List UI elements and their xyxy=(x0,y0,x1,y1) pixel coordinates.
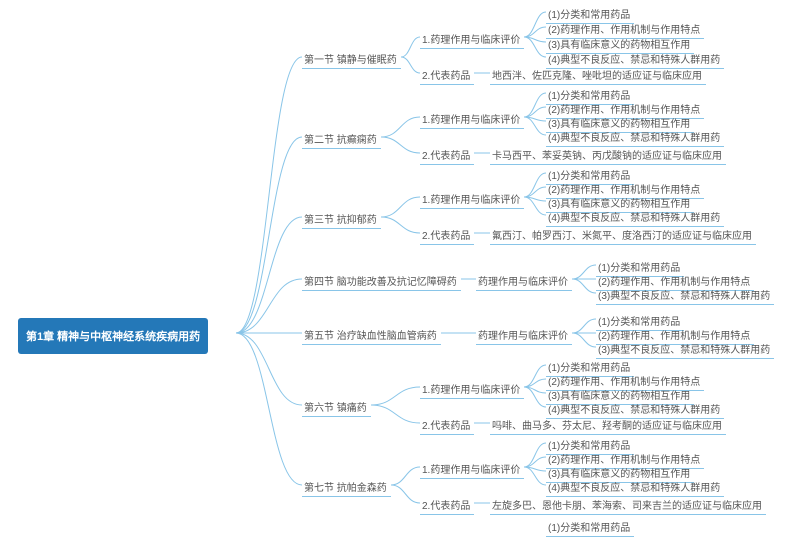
leaf-node[interactable]: (4)典型不良反应、禁忌和特殊人群用药 xyxy=(546,208,724,227)
leaf-node[interactable]: (3)典型不良反应、禁忌和特殊人群用药 xyxy=(596,286,774,305)
section-node[interactable]: 第四节 脑功能改善及抗记忆障碍药 xyxy=(302,272,461,291)
leaf-node[interactable]: (3)典型不良反应、禁忌和特殊人群用药 xyxy=(596,340,774,359)
section-node[interactable]: 第一节 镇静与催眠药 xyxy=(302,50,401,69)
section-node[interactable]: 第二节 抗癫痫药 xyxy=(302,130,381,149)
section-node[interactable]: 第七节 抗帕金森药 xyxy=(302,478,391,497)
leaf-node[interactable]: 卡马西平、苯妥英钠、丙戊酸钠的适应证与临床应用 xyxy=(490,146,726,165)
section-node[interactable]: 第五节 治疗缺血性脑血管病药 xyxy=(302,326,441,345)
subsection-node[interactable]: 2.代表药品 xyxy=(420,66,474,85)
subsection-node[interactable]: 1.药理作用与临床评价 xyxy=(420,460,524,479)
leaf-node[interactable]: 吗啡、曲马多、芬太尼、羟考酮的适应证与临床应用 xyxy=(490,416,726,435)
leaf-node[interactable]: (1)分类和常用药品 xyxy=(546,518,634,537)
leaf-node[interactable]: (4)典型不良反应、禁忌和特殊人群用药 xyxy=(546,128,724,147)
subsection-node[interactable]: 2.代表药品 xyxy=(420,496,474,515)
subsection-node[interactable]: 1.药理作用与临床评价 xyxy=(420,380,524,399)
section-node[interactable]: 第六节 镇痛药 xyxy=(302,398,371,417)
leaf-node[interactable]: (4)典型不良反应、禁忌和特殊人群用药 xyxy=(546,478,724,497)
subsection-node[interactable]: 1.药理作用与临床评价 xyxy=(420,110,524,129)
leaf-node[interactable]: 氟西汀、帕罗西汀、米氮平、度洛西汀的适应证与临床应用 xyxy=(490,226,756,245)
subsection-node[interactable]: 2.代表药品 xyxy=(420,416,474,435)
section-node[interactable]: 第三节 抗抑郁药 xyxy=(302,210,381,229)
subsection-node[interactable]: 药理作用与临床评价 xyxy=(476,326,572,345)
subsection-node[interactable]: 2.代表药品 xyxy=(420,146,474,165)
leaf-node[interactable]: 地西泮、佐匹克隆、唑吡坦的适应证与临床应用 xyxy=(490,66,706,85)
subsection-node[interactable]: 1.药理作用与临床评价 xyxy=(420,190,524,209)
subsection-node[interactable]: 2.代表药品 xyxy=(420,226,474,245)
root-node[interactable]: 第1章 精神与中枢神经系统疾病用药 xyxy=(18,318,208,354)
subsection-node[interactable]: 药理作用与临床评价 xyxy=(476,272,572,291)
subsection-node[interactable]: 1.药理作用与临床评价 xyxy=(420,30,524,49)
mindmap-container: 第1章 精神与中枢神经系统疾病用药 第一节 镇静与催眠药第二节 抗癫痫药第三节 … xyxy=(0,0,798,532)
leaf-node[interactable]: 左旋多巴、恩他卡朋、苯海索、司来吉兰的适应证与临床应用 xyxy=(490,496,766,515)
